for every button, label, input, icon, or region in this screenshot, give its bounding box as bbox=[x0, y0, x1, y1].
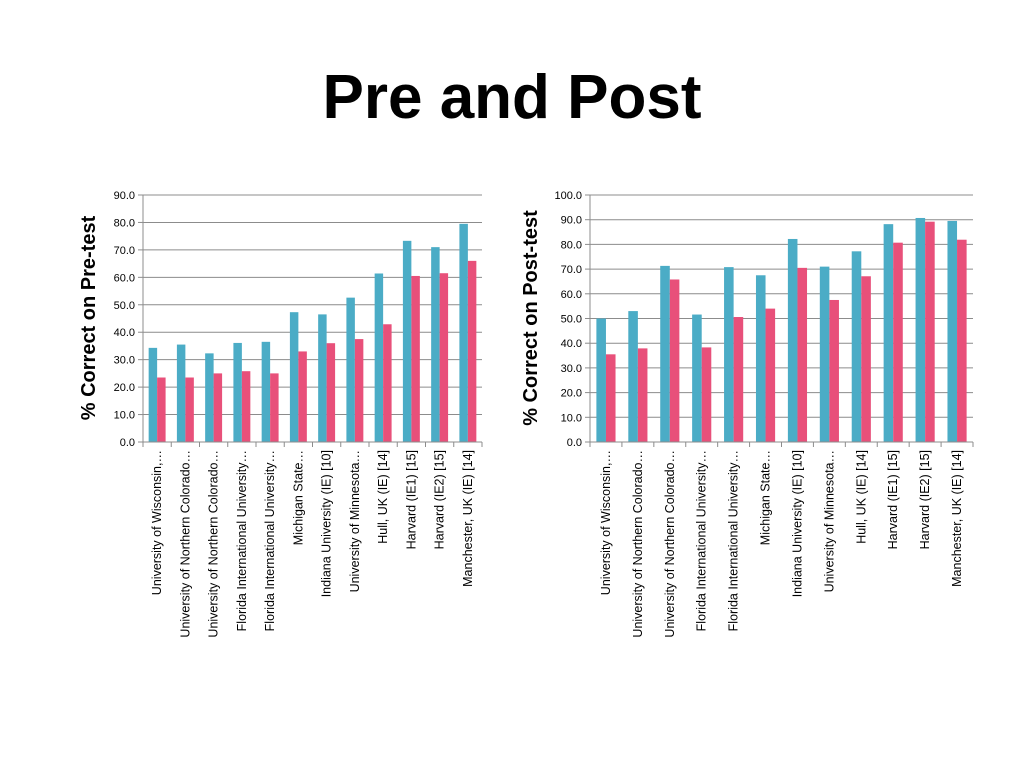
pre-y-tick-label: 80.0 bbox=[114, 217, 135, 229]
post-category-label: Florida International University… bbox=[695, 450, 709, 631]
post-category-label: University of Northern Colorado… bbox=[663, 450, 677, 638]
post-category-label: University of Minnesota… bbox=[822, 450, 836, 592]
post-y-tick-label: 40.0 bbox=[561, 338, 582, 350]
post-y-tick-label: 100.0 bbox=[554, 190, 582, 202]
pre-bar-series1 bbox=[176, 344, 186, 442]
pre-bar-series1 bbox=[233, 342, 242, 442]
pre-bar-series2 bbox=[354, 339, 364, 442]
post-y-tick-label: 30.0 bbox=[561, 363, 582, 375]
post-y-tick-label: 70.0 bbox=[561, 264, 582, 276]
post-category-label: University of Northern Colorado… bbox=[631, 450, 645, 638]
post-y-tick-label: 10.0 bbox=[561, 412, 582, 424]
pre-category-label: Florida International University… bbox=[235, 450, 249, 631]
post-bar-series1 bbox=[819, 266, 830, 442]
post-category-label: Harvard (IE2) [15] bbox=[918, 450, 932, 549]
pre-bar-series1 bbox=[261, 341, 271, 442]
post-y-tick-label: 60.0 bbox=[561, 289, 582, 301]
post-y-tick-label: 0.0 bbox=[567, 437, 582, 449]
pre-category-label: University of Northern Colorado… bbox=[207, 450, 221, 638]
pre-y-tick-label: 50.0 bbox=[114, 300, 135, 312]
post-category-label: Manchester, UK (IE) [14] bbox=[950, 450, 964, 587]
post-bar-series2 bbox=[861, 276, 871, 442]
post-category-label: Florida International University… bbox=[727, 450, 741, 631]
pre-category-label: University of Wisconsin,… bbox=[150, 450, 164, 595]
post-bar-series1 bbox=[947, 220, 958, 442]
post-bar-series2 bbox=[829, 299, 839, 442]
post-bar-series1 bbox=[692, 314, 702, 442]
post-bar-series1 bbox=[628, 311, 638, 442]
post-category-label: Harvard (IE1) [15] bbox=[886, 450, 900, 549]
post-category-label: University of Wisconsin,… bbox=[599, 450, 613, 595]
pre-bar-series2 bbox=[411, 275, 420, 442]
post-bar-series1 bbox=[883, 224, 894, 442]
post-bar-series2 bbox=[765, 308, 776, 442]
post-bar-series1 bbox=[787, 238, 798, 442]
pre-bar-series1 bbox=[402, 240, 412, 442]
pre-y-tick-label: 40.0 bbox=[114, 327, 135, 339]
pre-bar-series1 bbox=[318, 314, 327, 442]
post-y-tick-label: 50.0 bbox=[561, 314, 582, 326]
post-bar-series2 bbox=[893, 242, 903, 442]
pre-y-tick-label: 90.0 bbox=[114, 190, 135, 202]
pre-bar-series2 bbox=[241, 371, 251, 442]
post-bar-series2 bbox=[957, 239, 967, 442]
pre-bar-series2 bbox=[326, 343, 336, 442]
post-bar-series2 bbox=[669, 279, 680, 442]
post-bar-series1 bbox=[596, 318, 606, 442]
pre-bar-series1 bbox=[431, 247, 440, 442]
post-bar-series2 bbox=[925, 221, 935, 442]
post-bar-series2 bbox=[701, 347, 712, 442]
post-bar-series2 bbox=[797, 267, 808, 442]
pre-bar-series1 bbox=[346, 297, 355, 442]
pre-bar-series2 bbox=[185, 377, 194, 442]
pre-y-tick-label: 20.0 bbox=[114, 382, 135, 394]
post-bar-series1 bbox=[915, 217, 926, 442]
pre-category-label: University of Minnesota… bbox=[348, 450, 362, 592]
pre-bar-series1 bbox=[148, 347, 158, 442]
pre-bar-series2 bbox=[467, 260, 477, 442]
post-bar-series1 bbox=[724, 267, 734, 442]
post-category-label: Michigan State… bbox=[759, 450, 773, 545]
pre-y-axis-title: % Correct on Pre-test bbox=[78, 215, 100, 420]
pre-bar-series2 bbox=[213, 373, 223, 442]
post-y-axis-title: % Correct on Post-test bbox=[520, 210, 542, 426]
post-bar-series2 bbox=[733, 317, 744, 442]
pre-bar-series2 bbox=[383, 324, 392, 442]
post-category-label: Hull, UK (IE) [14] bbox=[854, 450, 868, 544]
post-y-tick-label: 90.0 bbox=[561, 215, 582, 227]
post-bar-series1 bbox=[755, 275, 766, 442]
post-bar-series1 bbox=[660, 265, 670, 442]
pre-category-label: Florida International University… bbox=[263, 450, 277, 631]
pre-bar-series1 bbox=[289, 312, 299, 442]
pre-category-label: Harvard (IE2) [15] bbox=[433, 450, 447, 549]
post-y-tick-label: 80.0 bbox=[561, 239, 582, 251]
pre-category-label: Indiana University (IE) [10] bbox=[320, 450, 334, 597]
pre-bar-series2 bbox=[439, 273, 449, 442]
pre-y-tick-label: 30.0 bbox=[114, 355, 135, 367]
post-y-tick-label: 20.0 bbox=[561, 388, 582, 400]
pre-category-label: University of Northern Colorado… bbox=[178, 450, 192, 638]
pre-y-tick-label: 10.0 bbox=[114, 410, 135, 422]
slide-title: Pre and Post bbox=[322, 63, 702, 132]
pre-y-tick-label: 70.0 bbox=[114, 245, 135, 257]
pre-bar-series2 bbox=[298, 351, 307, 442]
pre-bar-series1 bbox=[459, 223, 468, 442]
pre-category-label: Michigan State… bbox=[291, 450, 305, 545]
pre-bar-series2 bbox=[157, 377, 166, 442]
pre-y-tick-label: 0.0 bbox=[120, 437, 135, 449]
pre-bar-series1 bbox=[374, 273, 384, 442]
pre-category-label: Hull, UK (IE) [14] bbox=[376, 450, 390, 544]
pre-category-label: Manchester, UK (IE) [14] bbox=[461, 450, 475, 587]
post-bar-series1 bbox=[851, 251, 862, 442]
post-category-label: Indiana University (IE) [10] bbox=[790, 450, 804, 597]
pre-bar-series2 bbox=[270, 373, 279, 442]
pre-category-label: Harvard (IE1) [15] bbox=[404, 450, 418, 549]
post-bar-series2 bbox=[605, 354, 616, 442]
pre-y-tick-label: 60.0 bbox=[114, 272, 135, 284]
post-bar-series2 bbox=[637, 348, 648, 442]
pre-bar-series1 bbox=[205, 353, 214, 442]
